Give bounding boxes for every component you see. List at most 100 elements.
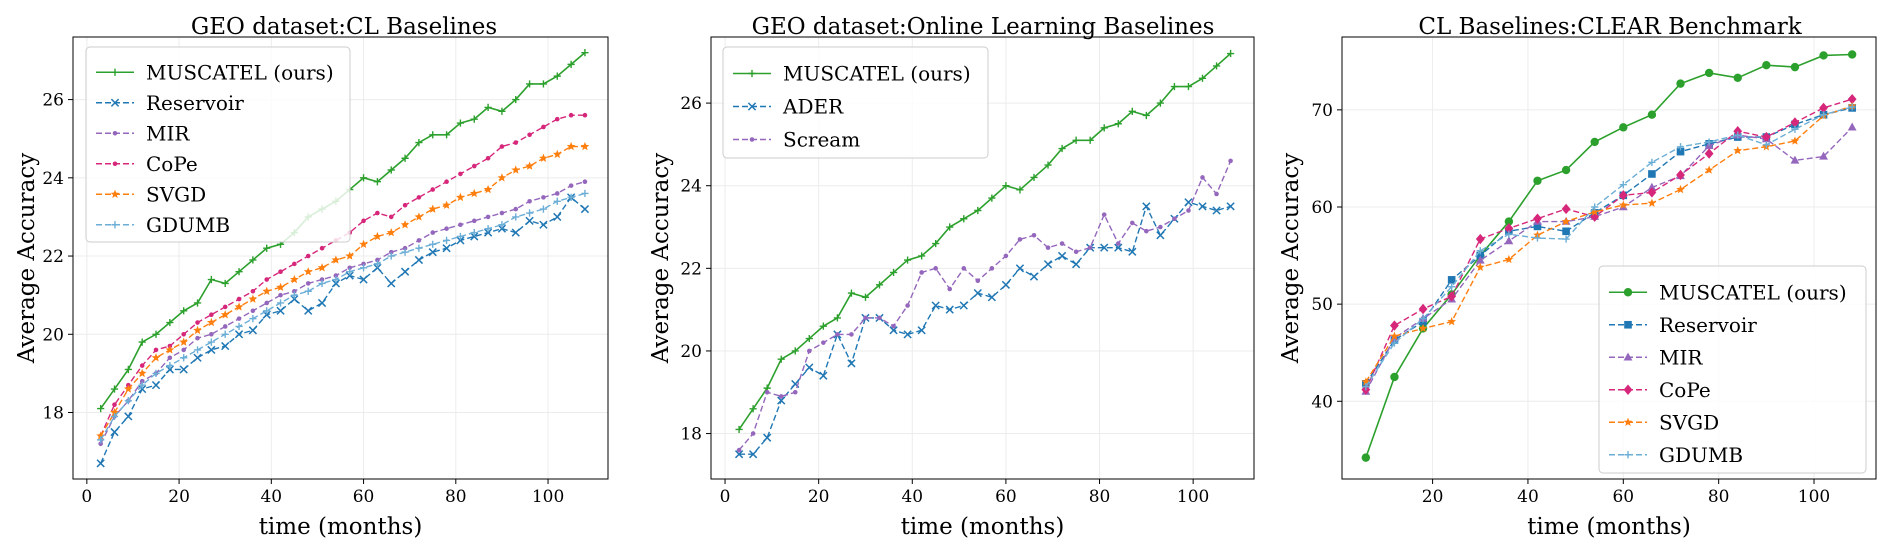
data-point [386, 227, 396, 237]
y-tick-label: 22 [42, 247, 64, 267]
data-point [1072, 136, 1080, 144]
data-point [541, 124, 546, 130]
data-point [331, 255, 341, 264]
data-point [1734, 131, 1742, 139]
y-tick-label: 26 [680, 94, 702, 114]
data-point [1129, 220, 1135, 226]
data-point [580, 141, 590, 151]
data-point [1475, 255, 1485, 264]
data-point [1184, 82, 1193, 91]
legend-marker-3 [1623, 384, 1633, 395]
data-point [1619, 181, 1627, 189]
legend-label-1: ADER [782, 95, 844, 119]
y-tick-label: 24 [42, 169, 64, 189]
data-point [1562, 227, 1570, 236]
series-line-5 [100, 192, 586, 441]
legend-label-5: GDUMB [1659, 443, 1743, 467]
data-point [777, 355, 785, 363]
data-point [153, 347, 159, 353]
data-point [1618, 190, 1628, 201]
data-point [539, 80, 548, 88]
data-point [428, 248, 437, 257]
data-point [400, 220, 410, 229]
legend-label-2: MIR [1659, 345, 1703, 369]
data-point [1590, 211, 1600, 222]
data-point [222, 304, 228, 310]
data-point [1158, 224, 1163, 230]
x-tick-label: 20 [808, 487, 830, 507]
data-point [209, 331, 214, 337]
data-point [1419, 315, 1427, 323]
series-line-3 [1365, 98, 1853, 390]
data-point [1476, 251, 1485, 260]
data-point [1848, 103, 1856, 111]
data-point [903, 330, 912, 339]
data-point [1100, 124, 1108, 132]
data-point [1676, 79, 1685, 88]
data-point [974, 206, 982, 215]
data-point [1058, 144, 1066, 153]
data-point [1561, 165, 1571, 175]
data-point [124, 365, 132, 374]
data-point [1390, 331, 1399, 340]
data-point [373, 260, 381, 268]
data-point [525, 216, 534, 225]
data-point [361, 218, 366, 224]
data-point [220, 310, 230, 319]
data-point [1057, 251, 1067, 261]
data-point [292, 261, 297, 267]
legend: MUSCATEL (ours) Reservoir MIR CoPe SVGD GDUMB [1598, 265, 1867, 474]
data-point [527, 198, 532, 204]
data-point [1647, 110, 1657, 119]
data-point [1142, 111, 1150, 120]
data-point [456, 236, 465, 245]
series-line-2 [738, 160, 1232, 451]
data-point [539, 220, 548, 229]
data-point [361, 261, 366, 267]
data-point [1761, 131, 1771, 143]
data-point [513, 206, 519, 212]
legend-marker-0 [748, 69, 756, 78]
y-tick-label: 26 [42, 91, 64, 111]
data-point [1819, 102, 1828, 114]
data-point [332, 275, 340, 284]
data-point [960, 215, 968, 223]
data-point [401, 248, 409, 256]
data-point [1790, 117, 1800, 128]
data-point [304, 306, 313, 315]
data-point [1447, 291, 1457, 302]
data-point [1561, 203, 1571, 215]
x-tick-label: 40 [1517, 487, 1539, 507]
data-point [264, 277, 270, 282]
data-point [276, 306, 285, 315]
data-point [987, 293, 996, 302]
legend-marker-2 [112, 130, 118, 136]
data-point [498, 221, 506, 229]
data-point [819, 322, 827, 330]
data-point [319, 277, 325, 282]
data-point [1156, 231, 1165, 240]
plot-frame [1341, 36, 1877, 480]
legend-label-4: SVGD [146, 182, 206, 206]
y-axis-label: Average Accuracy [1278, 153, 1304, 364]
data-point [1791, 125, 1799, 133]
data-point [1031, 232, 1037, 238]
data-point [235, 322, 243, 331]
data-point [539, 153, 548, 162]
data-point [1619, 123, 1628, 132]
data-point [512, 213, 520, 221]
x-tick-label: 60 [1612, 487, 1634, 507]
data-point [234, 330, 244, 339]
legend-label-5: GDUMB [146, 213, 230, 237]
data-point [513, 140, 519, 145]
data-point [1003, 253, 1009, 259]
legend-label-1: Reservoir [146, 91, 244, 115]
data-point [236, 316, 242, 321]
data-point [400, 267, 410, 276]
data-point [345, 271, 354, 280]
data-point [512, 95, 520, 104]
data-point [1128, 107, 1136, 115]
data-point [319, 245, 325, 251]
data-point [1647, 198, 1657, 207]
data-point [1733, 126, 1743, 137]
